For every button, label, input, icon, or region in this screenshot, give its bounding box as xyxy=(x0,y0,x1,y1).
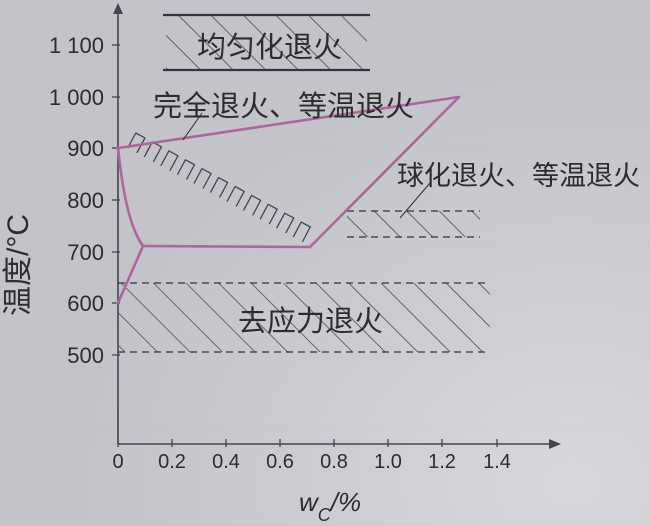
svg-text:温度/°C: 温度/°C xyxy=(2,214,35,316)
svg-text:0.2: 0.2 xyxy=(158,451,186,473)
svg-text:800: 800 xyxy=(67,188,104,213)
svg-text:均匀化退火: 均匀化退火 xyxy=(197,31,342,64)
svg-text:1.0: 1.0 xyxy=(374,451,402,473)
svg-text:700: 700 xyxy=(67,240,104,265)
svg-text:0: 0 xyxy=(112,451,123,473)
svg-text:球化退火、等温退火: 球化退火、等温退火 xyxy=(397,161,640,191)
svg-text:600: 600 xyxy=(67,291,104,316)
svg-text:完全退火、等温退火: 完全退火、等温退火 xyxy=(153,90,414,123)
svg-text:1.2: 1.2 xyxy=(428,451,456,473)
svg-text:去应力退火: 去应力退火 xyxy=(238,305,383,338)
svg-text:1 100: 1 100 xyxy=(49,33,104,58)
svg-text:0.8: 0.8 xyxy=(320,451,348,473)
svg-text:1.4: 1.4 xyxy=(483,451,511,473)
svg-text:0.4: 0.4 xyxy=(212,451,240,473)
svg-text:900: 900 xyxy=(67,136,104,161)
svg-text:1 000: 1 000 xyxy=(49,85,104,110)
svg-text:500: 500 xyxy=(67,343,104,368)
svg-text:0.6: 0.6 xyxy=(266,451,294,473)
